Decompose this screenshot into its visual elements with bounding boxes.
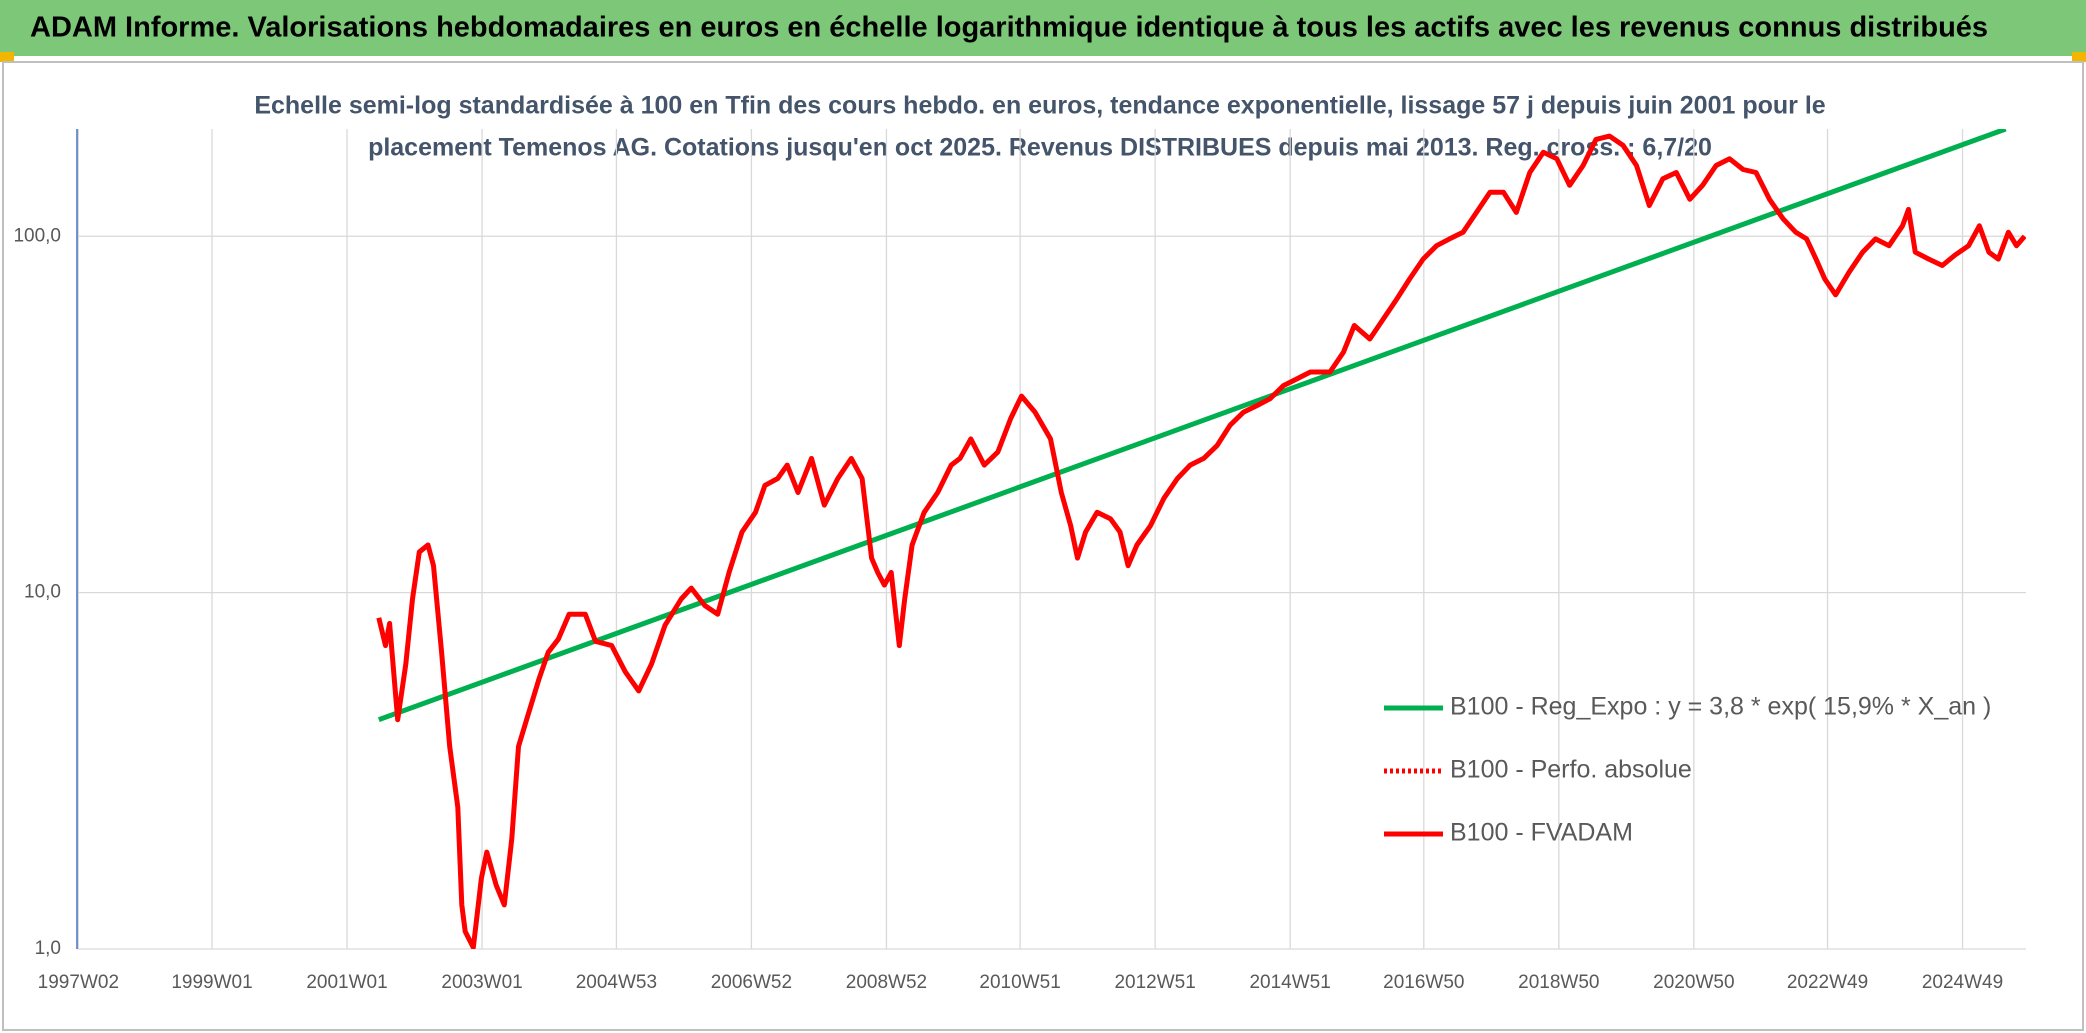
chart-subtitle: placement Temenos AG. Cotations jusqu'en… <box>368 134 1712 162</box>
series-line <box>376 133 2026 949</box>
x-tick-label: 2003W01 <box>441 972 522 993</box>
legend-label: B100 - Reg_Expo : y = 3,8 * exp( 15,9% *… <box>1450 693 1991 721</box>
corner-mark <box>0 52 14 62</box>
x-tick-label: 2010W51 <box>979 972 1060 993</box>
legend-label: B100 - FVADAM <box>1450 819 1633 847</box>
x-tick-label: 1997W02 <box>38 972 119 993</box>
corner-mark <box>2072 52 2086 62</box>
header-bar <box>0 0 2086 56</box>
x-tick-label: 2016W50 <box>1383 972 1464 993</box>
legend: B100 - Reg_Expo : y = 3,8 * exp( 15,9% *… <box>1384 693 1991 847</box>
x-tick-label: 2001W01 <box>306 972 387 993</box>
x-tick-label: 1999W01 <box>171 972 252 993</box>
y-tick-label: 1,0 <box>35 938 61 959</box>
y-tick-label: 10,0 <box>24 582 61 603</box>
plot-area <box>376 129 2026 949</box>
legend-label: B100 - Perfo. absolue <box>1450 756 1692 784</box>
x-tick-label: 2018W50 <box>1518 972 1599 993</box>
chart-subtitle: Echelle semi-log standardisée à 100 en T… <box>254 92 1825 120</box>
x-tick-label: 2008W52 <box>846 972 927 993</box>
x-tick-label: 2020W50 <box>1653 972 1734 993</box>
x-tick-label: 2004W53 <box>576 972 657 993</box>
grid <box>77 129 2026 950</box>
y-tick-label: 100,0 <box>13 225 61 246</box>
x-tick-label: 2024W49 <box>1922 972 2003 993</box>
series-line <box>377 129 2007 723</box>
x-tick-label: 2012W51 <box>1114 972 1195 993</box>
chart-title: ADAM Informe. Valorisations hebdomadaire… <box>30 12 1988 44</box>
x-tick-label: 2014W51 <box>1249 972 1330 993</box>
x-tick-label: 2022W49 <box>1787 972 1868 993</box>
x-tick-label: 2006W52 <box>711 972 792 993</box>
chart-frame <box>2 61 2084 1031</box>
